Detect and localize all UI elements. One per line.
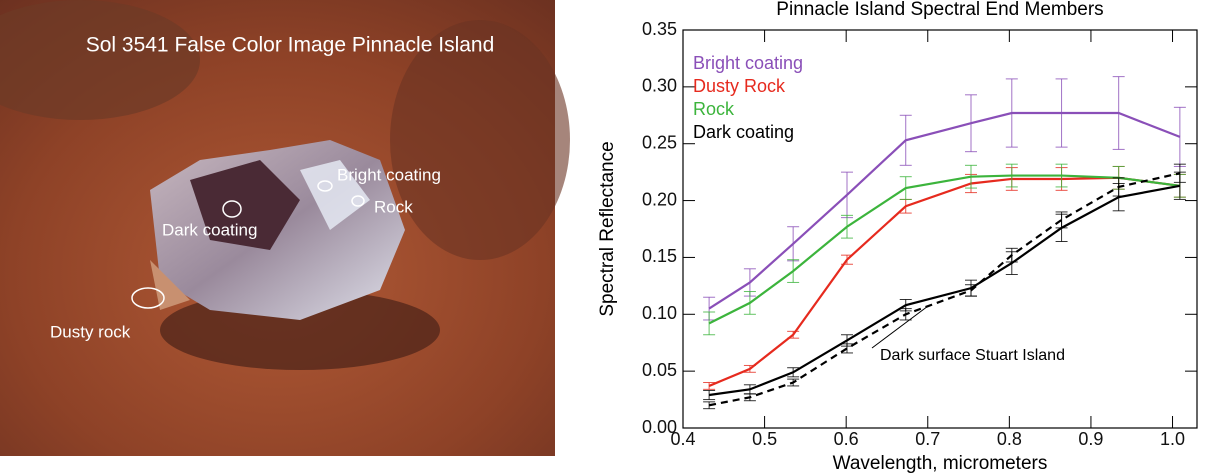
x-tick-label: 1.0 [1160, 429, 1185, 449]
x-tick-label: 0.7 [915, 429, 940, 449]
x-tick-label: 0.8 [997, 429, 1022, 449]
x-tick-label: 0.6 [834, 429, 859, 449]
y-tick-label: 0.35 [642, 19, 677, 39]
y-axis-label: Spectral Reflectance [597, 141, 618, 316]
terrain [0, 0, 200, 120]
annotation: Dark surface Stuart Island [880, 347, 1065, 364]
roi-outline [351, 195, 365, 207]
series-line [708, 184, 1181, 397]
roi-outline [131, 287, 165, 309]
photo: Sol 3541 False Color Image Pinnacle Isla… [0, 0, 570, 456]
x-tick-label: 0.9 [1078, 429, 1103, 449]
image-title: Sol 3541 False Color Image Pinnacle Isla… [86, 34, 495, 57]
chart-title: Pinnacle Island Spectral End Members [776, 0, 1103, 20]
image-label: Bright coating [337, 165, 441, 184]
series-line [708, 172, 1181, 407]
bright-area [300, 160, 370, 230]
roi-outline [317, 180, 333, 192]
image-label: Dusty rock [50, 322, 131, 341]
x-tick-label: 0.5 [752, 429, 777, 449]
y-tick-label: 0.15 [642, 246, 677, 266]
x-axis-label: Wavelength, micrometers [833, 453, 1048, 474]
annotation-leader [871, 305, 929, 349]
y-tick-label: 0.05 [642, 360, 677, 380]
legend-entry: Bright coating [693, 53, 803, 73]
image-label: Rock [374, 197, 413, 216]
series-line [708, 174, 1181, 325]
y-tick-label: 0.25 [642, 132, 677, 152]
x-tick-label: 0.4 [670, 429, 695, 449]
dusty-area [150, 260, 190, 310]
series-line [708, 176, 1181, 387]
dark-area [190, 160, 300, 250]
y-tick-label: 0.20 [642, 189, 677, 209]
y-tick-label: 0.00 [642, 417, 677, 437]
legend-entry: Rock [693, 99, 735, 119]
roi-outline [222, 200, 242, 218]
image-label: Dark coating [162, 220, 257, 239]
legend-entry: Dusty Rock [693, 76, 786, 96]
plot-frame [682, 29, 1198, 429]
series-line [708, 111, 1181, 310]
terrain [390, 20, 570, 260]
y-tick-label: 0.10 [642, 303, 677, 323]
legend-entry: Dark coating [693, 122, 794, 142]
y-tick-label: 0.30 [642, 76, 677, 96]
